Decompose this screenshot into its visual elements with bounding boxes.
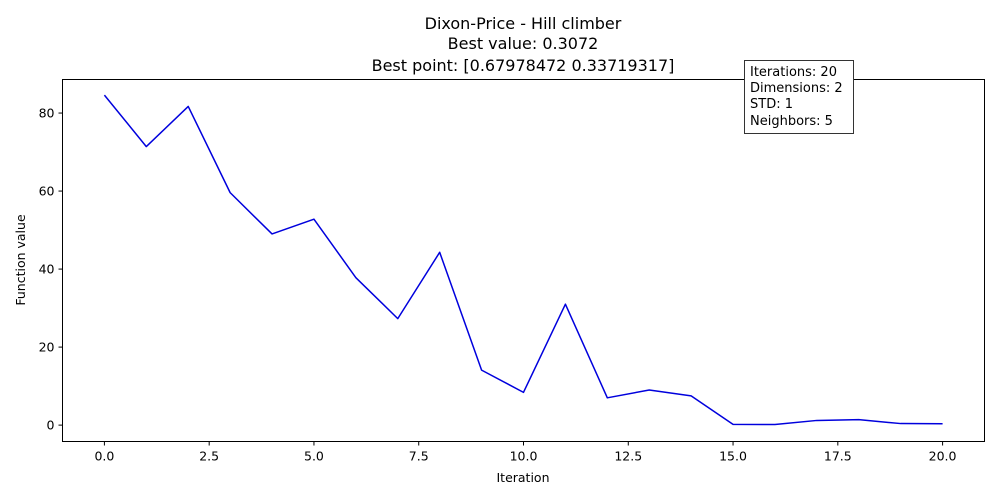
x-tick-label: 17.5: [824, 449, 852, 464]
info-box: Iterations: 20 Dimensions: 2 STD: 1 Neig…: [744, 60, 854, 134]
x-tick-label: 2.5: [199, 449, 219, 464]
x-tick-label: 10.0: [510, 449, 538, 464]
chart-title: Dixon-Price - Hill climber Best value: 0…: [372, 14, 675, 75]
x-tick-label: 12.5: [614, 449, 642, 464]
info-neighbors: Neighbors: 5: [750, 114, 833, 129]
x-axis-label: Iteration: [496, 470, 549, 485]
x-axis: 0.0 2.5 5.0 7.5 10.0 12.5 15.0 17.5 20.0: [94, 441, 957, 464]
chart-title-line-2: Best value: 0.3072: [448, 34, 599, 53]
x-tick-label: 5.0: [304, 449, 324, 464]
info-iterations: Iterations: 20: [750, 65, 837, 80]
info-std: STD: 1: [750, 97, 793, 112]
y-tick-label: 0: [47, 418, 55, 433]
y-axis: 0 20 40 60 80: [39, 106, 63, 433]
x-tick-label: 20.0: [929, 449, 957, 464]
x-tick-label: 15.0: [719, 449, 747, 464]
series-line-0: [103, 94, 943, 426]
chart-title-line-3: Best point: [0.67978472 0.33719317]: [372, 56, 675, 75]
y-tick-label: 40: [39, 262, 55, 277]
x-tick-label: 7.5: [409, 449, 429, 464]
y-tick-label: 60: [39, 184, 55, 199]
x-tick-label: 0.0: [94, 449, 114, 464]
y-tick-label: 20: [39, 340, 55, 355]
y-axis-label: Function value: [13, 214, 28, 306]
info-dimensions: Dimensions: 2: [750, 81, 843, 96]
y-tick-label: 80: [39, 106, 55, 121]
info-box-frame: [744, 60, 854, 134]
plot-area: [103, 94, 943, 426]
chart-title-line-1: Dixon-Price - Hill climber: [425, 14, 622, 33]
